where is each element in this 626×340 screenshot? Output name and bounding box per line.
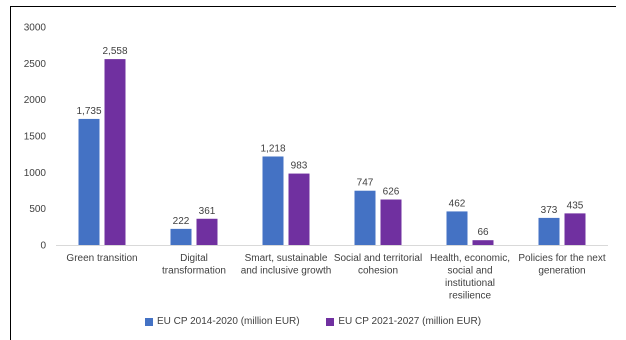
legend-label-2021-2027: EU CP 2021-2027 (million EUR) bbox=[338, 316, 482, 327]
x-tick-label: social and bbox=[447, 266, 492, 277]
bar-2014-2020 bbox=[262, 156, 284, 245]
legend-item-2021-2027: EU CP 2021-2027 (million EUR) bbox=[326, 316, 481, 327]
y-tick-label: 2000 bbox=[24, 95, 47, 106]
data-label: 462 bbox=[449, 198, 466, 209]
bar-2014-2020 bbox=[78, 118, 100, 245]
x-tick-label: Social and territorial bbox=[334, 253, 422, 264]
y-tick-label: 500 bbox=[29, 204, 46, 215]
y-tick-label: 1500 bbox=[24, 132, 47, 143]
data-label: 1,218 bbox=[260, 143, 285, 154]
y-tick-label: 1000 bbox=[24, 168, 47, 179]
x-tick-label: cohesion bbox=[358, 266, 398, 277]
x-tick-label: and inclusive growth bbox=[241, 266, 332, 277]
x-tick-label: Green transition bbox=[66, 253, 137, 264]
legend-label-2014-2020: EU CP 2014-2020 (million EUR) bbox=[156, 316, 300, 327]
x-tick-label: Smart, sustainable bbox=[245, 253, 328, 264]
x-tick-label: Policies for the next bbox=[518, 253, 605, 264]
data-label: 373 bbox=[541, 205, 558, 216]
bar-2021-2027 bbox=[196, 218, 218, 245]
bar-2021-2027 bbox=[472, 240, 494, 245]
data-label: 626 bbox=[383, 187, 400, 198]
legend-swatch-2021-2027 bbox=[326, 317, 335, 326]
legend-swatch-2014-2020 bbox=[144, 317, 153, 326]
y-tick-label: 2500 bbox=[24, 59, 47, 70]
bar-2014-2020 bbox=[170, 228, 192, 245]
bar-chart: 0 500 1000 1500 2000 2500 3000 1,735 2,558 Green … bbox=[24, 23, 608, 302]
x-tick-label: Digital bbox=[180, 253, 208, 264]
top-border-line bbox=[10, 6, 616, 7]
legend-item-2014-2020: EU CP 2014-2020 (million EUR) bbox=[144, 316, 300, 327]
data-label: 983 bbox=[291, 161, 308, 172]
data-label: 222 bbox=[173, 216, 190, 227]
y-tick-label: 3000 bbox=[24, 23, 47, 34]
data-label: 435 bbox=[567, 200, 584, 211]
x-tick-label: resilience bbox=[449, 291, 492, 302]
bar-2021-2027 bbox=[104, 59, 126, 245]
data-label: 66 bbox=[477, 227, 489, 238]
data-label: 747 bbox=[357, 178, 374, 189]
y-tick-label: 0 bbox=[40, 241, 46, 252]
data-label: 2,558 bbox=[102, 46, 127, 57]
chart-legend: EU CP 2014-2020 (million EUR) EU CP 2021… bbox=[0, 316, 626, 329]
bar-2014-2020 bbox=[538, 217, 560, 245]
bar-2021-2027 bbox=[380, 199, 402, 245]
left-border-line bbox=[10, 6, 11, 340]
data-label: 1,735 bbox=[76, 106, 101, 117]
x-tick-label: generation bbox=[538, 266, 585, 277]
bar-2021-2027 bbox=[564, 213, 586, 245]
bar-2014-2020 bbox=[354, 190, 376, 245]
x-tick-label: Health, economic, bbox=[430, 253, 510, 264]
x-tick-label: institutional bbox=[445, 278, 495, 289]
bar-2014-2020 bbox=[446, 211, 468, 245]
x-tick-label: transformation bbox=[162, 266, 226, 277]
data-label: 361 bbox=[199, 206, 216, 217]
bar-2021-2027 bbox=[288, 173, 310, 245]
